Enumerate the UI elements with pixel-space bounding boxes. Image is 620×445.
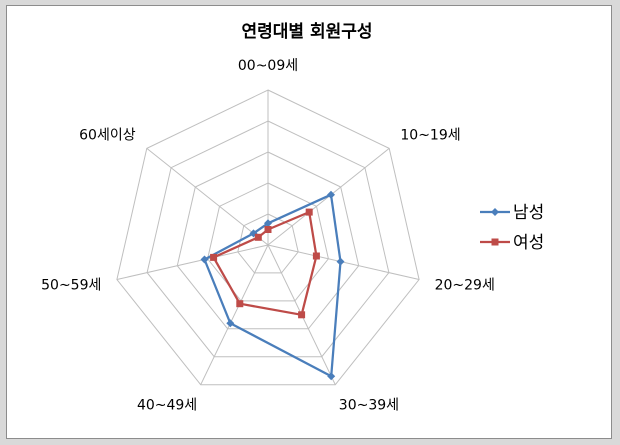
grid-ring	[116, 89, 420, 386]
grid-spoke	[116, 244, 269, 280]
series-line	[212, 210, 318, 316]
data-point	[312, 252, 320, 260]
grid-ring	[146, 120, 390, 358]
category-label: 60세이상	[79, 128, 136, 144]
category-label: 00~09세	[238, 58, 298, 74]
data-point	[336, 257, 345, 266]
series-group	[200, 190, 345, 381]
radar-grid	[116, 89, 420, 386]
chart-frame	[6, 5, 612, 439]
data-point	[236, 300, 244, 308]
category-label: 40~49세	[137, 398, 197, 414]
category-label: 10~19세	[400, 128, 460, 144]
legend-swatch-marker	[491, 208, 499, 216]
data-point	[264, 226, 272, 233]
category-label: 20~29세	[435, 277, 495, 293]
data-point	[305, 208, 313, 216]
category-label: 30~39세	[339, 398, 399, 414]
legend-label: 남성	[513, 203, 544, 223]
data-point	[210, 253, 218, 261]
data-point	[298, 311, 306, 319]
grid-spoke	[200, 244, 269, 385]
data-point	[200, 255, 209, 264]
data-point	[226, 319, 235, 328]
data-point	[254, 233, 262, 241]
data-point	[327, 372, 336, 381]
data-point	[264, 219, 272, 228]
chart-title: 연령대별 회원구성	[241, 21, 372, 42]
grid-ring	[237, 213, 299, 274]
data-point	[327, 190, 335, 199]
axis-labels: 00~09세 10~19세 20~29세 30~39세 40~49세 50~59세 60세이…	[41, 58, 495, 414]
series-line	[203, 193, 342, 378]
category-label: 50~59세	[41, 277, 101, 293]
legend-label: 여성	[513, 233, 544, 253]
legend-swatch-marker	[491, 238, 499, 246]
grid-ring	[176, 151, 360, 330]
grid-ring	[207, 182, 329, 302]
grid-spoke	[146, 148, 269, 246]
